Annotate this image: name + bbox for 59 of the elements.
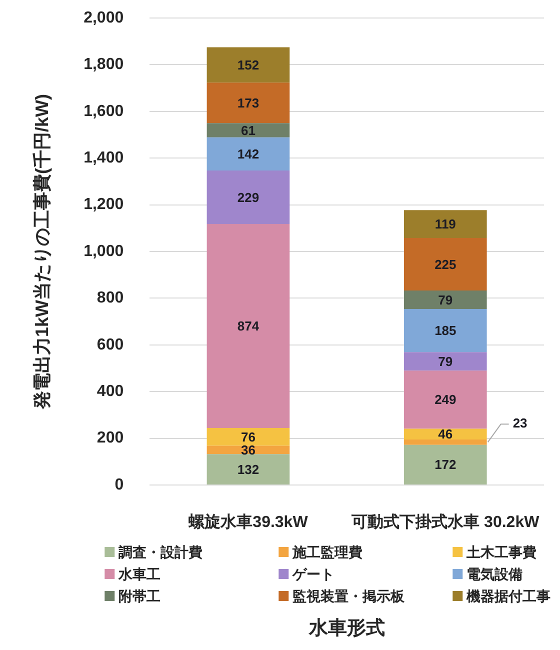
y-tick-label: 400 [96,383,124,400]
y-tick-label: 1,400 [84,150,124,167]
y-tick-label: 800 [96,290,124,307]
legend-label: 水車工 [118,566,161,582]
x-tick-label: 可動式下掛式水車 30.2kW [350,513,540,532]
bar [206,170,290,224]
data-label: 172 [434,457,456,472]
data-label: 79 [438,354,453,369]
data-label: 874 [237,318,260,334]
bar [206,123,290,138]
x-axis-title: 水車形式 [308,617,385,640]
bar [404,210,487,238]
data-label: 76 [240,429,256,444]
y-tick-label: 200 [96,430,124,447]
y-tick-label: 600 [96,336,124,354]
data-label: 249 [434,392,456,408]
y-axis-title: 発電出力1kW当たりの工事費(千円/kW) [32,94,52,410]
y-tick-label: 0 [114,476,124,494]
y-tick-label: 1,600 [84,102,124,120]
data-label: 132 [237,462,260,477]
bar [404,370,487,429]
legend-label: 調査・設計費 [118,544,203,560]
data-label: 173 [237,95,260,110]
legend-label: 附帯工 [118,588,161,604]
bar [206,454,290,484]
data-label: 79 [438,292,453,308]
y-tick-label: 2,000 [84,9,124,26]
legend-label: 機器据付工事 [466,588,551,604]
y-tick-label: 1,000 [84,242,124,260]
data-label: 142 [237,146,260,162]
bar [404,352,487,371]
data-label: 119 [434,216,456,232]
data-label: 152 [237,58,260,73]
bar [404,238,487,290]
data-label: 23 [512,416,528,431]
bar [206,224,290,428]
y-tick-label: 1,200 [84,196,124,214]
data-label: 46 [438,426,453,442]
data-label: 36 [240,442,256,458]
bar [404,308,487,352]
legend-label: 電気設備 [466,566,523,582]
legend-label: 施工監理費 [292,544,363,560]
legend-label: ゲート [292,566,335,582]
bar [206,47,290,83]
bar [404,290,487,309]
data-label: 229 [237,190,260,205]
bar [206,137,290,170]
x-tick-label: 螺旋水車39.3kW [188,513,309,532]
legend-label: 土木工事費 [466,544,537,560]
legend-label: 監視装置・掲示板 [292,588,406,604]
data-label: 185 [434,323,456,338]
bar [206,82,290,124]
bar [404,444,487,484]
bar [404,439,487,445]
bar [206,428,290,446]
y-tick-label: 1,800 [84,56,124,74]
data-label: 225 [434,256,456,272]
data-label: 61 [240,122,256,138]
bar [404,428,487,440]
